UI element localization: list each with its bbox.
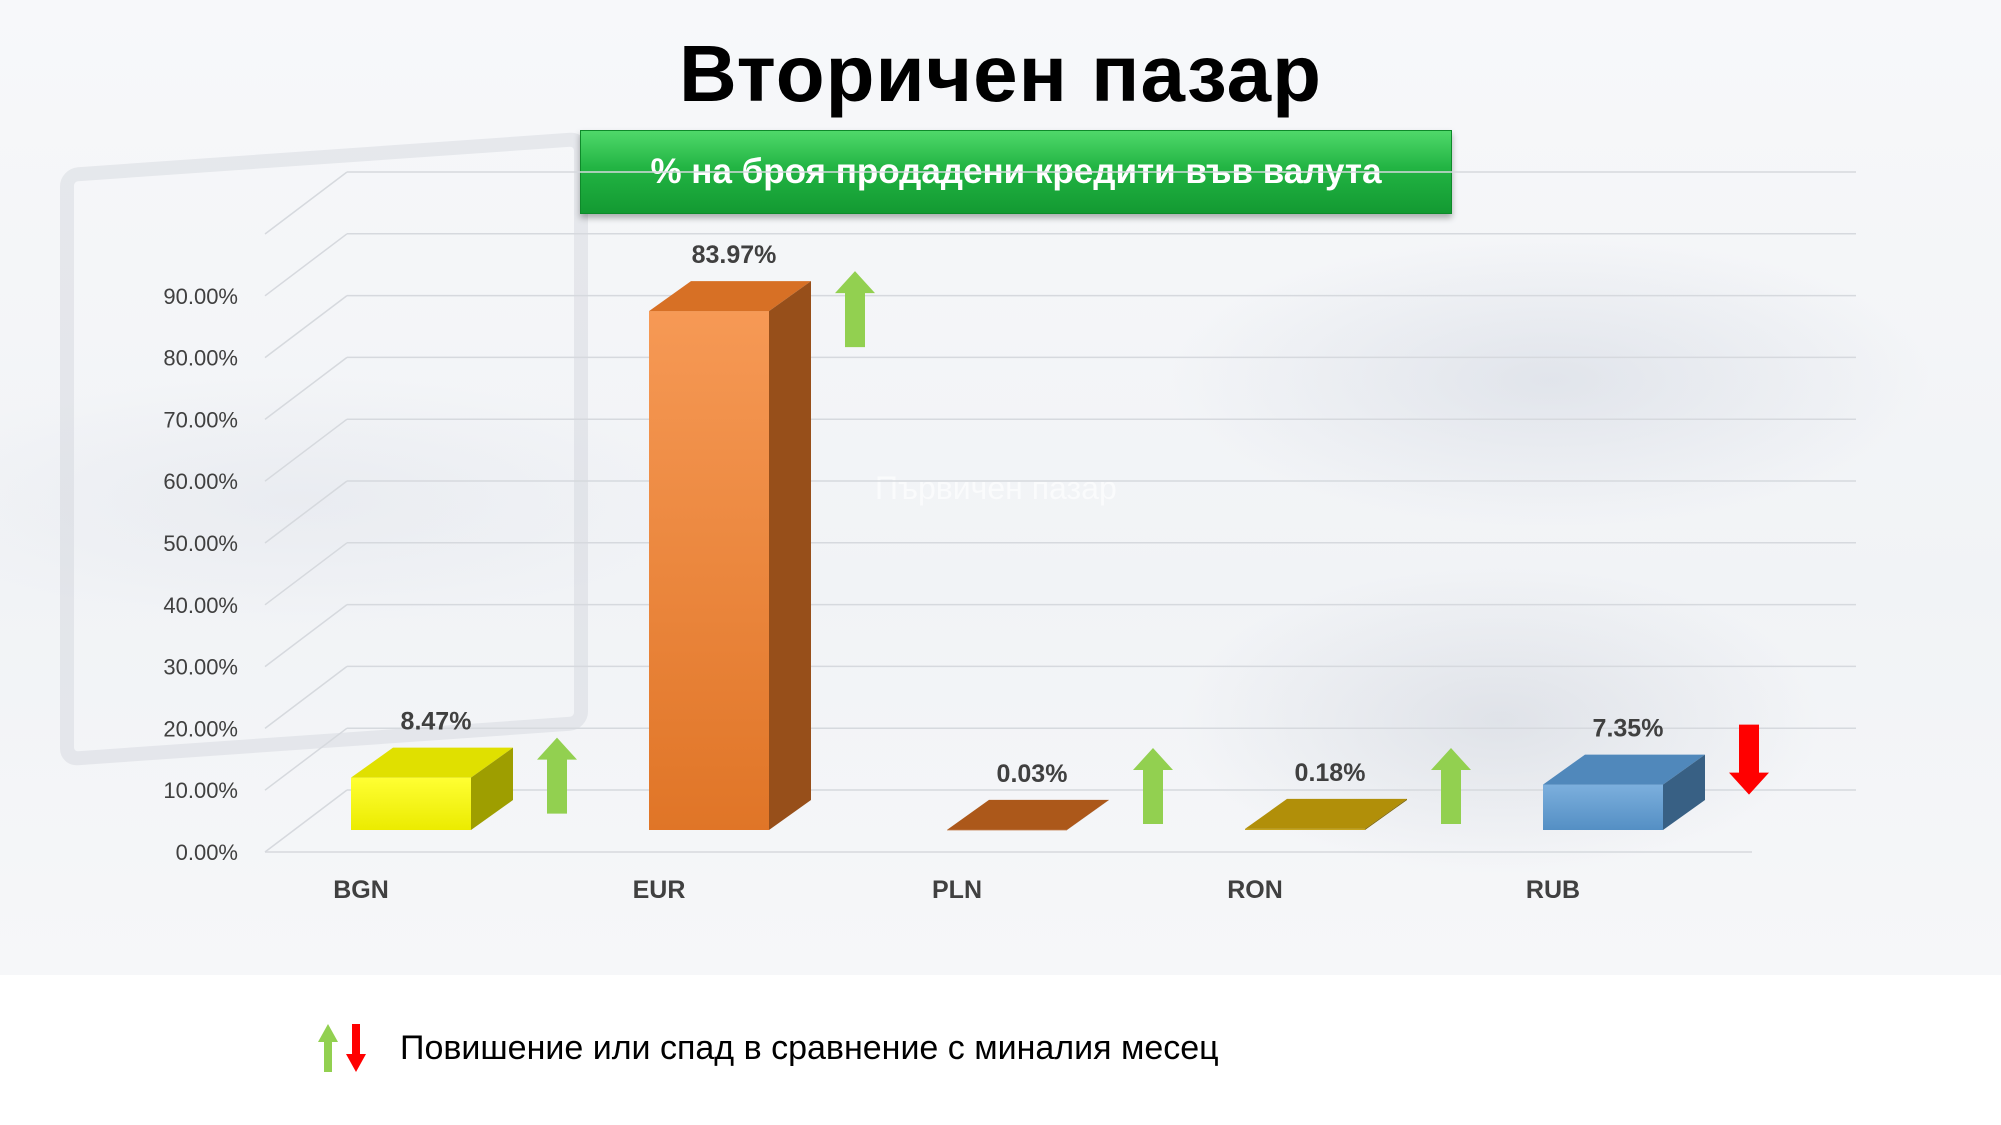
- bar-front-face: [1245, 828, 1365, 830]
- up-arrow-icon: [318, 1024, 338, 1072]
- arrow-shape: [1729, 724, 1769, 795]
- up-arrow-icon: [537, 737, 577, 814]
- y-tick-label: 40.00%: [163, 593, 238, 618]
- gridline-depth: [264, 604, 348, 668]
- x-axis-tick-labels: BGN EUR PLN RON RUB: [333, 876, 1580, 904]
- bar-rub: [1543, 754, 1705, 830]
- y-tick-label: 10.00%: [163, 778, 238, 803]
- data-label: 0.18%: [1295, 759, 1366, 787]
- gridline-depth: [264, 789, 348, 853]
- bar-front-face: [351, 777, 471, 830]
- data-label: 7.35%: [1593, 715, 1664, 743]
- x-tick-label: BGN: [333, 876, 389, 904]
- bar-front-face: [947, 829, 1067, 831]
- arrow-shape: [1133, 748, 1173, 824]
- arrow-shape: [537, 737, 577, 814]
- bar-front-face: [649, 311, 769, 830]
- gridline-depth: [264, 542, 348, 606]
- bar-ron: [1245, 798, 1407, 830]
- gridline-depth: [264, 418, 348, 482]
- y-tick-label: 0.00%: [176, 840, 238, 865]
- y-tick-label: 50.00%: [163, 531, 238, 556]
- gridline-depth: [264, 480, 348, 544]
- x-tick-label: RUB: [1526, 876, 1580, 904]
- x-tick-label: PLN: [932, 876, 982, 904]
- bar-side-face: [471, 747, 513, 830]
- data-labels: 8.47% 83.97% 0.03% 0.18% 7.35%: [401, 241, 1664, 788]
- gridline-depth: [264, 233, 348, 297]
- y-tick-label: 80.00%: [163, 346, 238, 371]
- page-title: Вторичен пазар: [678, 29, 1323, 118]
- gridline-depth: [264, 356, 348, 420]
- bar-side-face: [1365, 798, 1407, 830]
- trend-arrows: [537, 271, 1769, 824]
- x-tick-label: RON: [1227, 876, 1283, 904]
- arrow-shape: [1431, 748, 1471, 824]
- gridline-depth: [264, 171, 348, 235]
- bar-side-face: [1663, 754, 1705, 830]
- data-label: 0.03%: [997, 760, 1068, 788]
- bar-chart: 0.00% 10.00% 20.00% 30.00% 40.00% 50.00% 60.00…: [163, 171, 1856, 904]
- bar-top-face: [351, 747, 513, 778]
- data-label: 8.47%: [401, 708, 472, 736]
- y-tick-label: 70.00%: [163, 407, 238, 432]
- gridline-depth: [264, 295, 348, 359]
- down-arrow-icon: [346, 1024, 366, 1072]
- gridline-depth: [264, 665, 348, 729]
- legend-icons: [318, 1024, 366, 1072]
- up-arrow-icon: [1133, 748, 1173, 824]
- bar-front-face: [1543, 784, 1663, 830]
- bar-bgn: [351, 747, 513, 830]
- bar-side-face: [1067, 799, 1109, 830]
- x-tick-label: EUR: [633, 876, 686, 904]
- bar-top-face: [947, 799, 1109, 830]
- y-tick-label: 60.00%: [163, 469, 238, 494]
- bar-eur: [649, 281, 811, 830]
- arrow-shape: [835, 271, 875, 348]
- bar-top-face: [649, 281, 811, 312]
- legend: Повишение или спад в сравнение с миналия…: [312, 1020, 1219, 1076]
- y-tick-label: 30.00%: [163, 655, 238, 680]
- bar-top-face: [1245, 798, 1407, 829]
- up-arrow-icon: [1431, 748, 1471, 824]
- bars: [351, 281, 1705, 831]
- bar-side-face: [769, 281, 811, 830]
- bar-top-face: [1543, 754, 1705, 785]
- legend-label: Повишение или спад в сравнение с миналия…: [400, 1028, 1219, 1067]
- down-arrow-icon: [1729, 724, 1769, 795]
- up-arrow-icon: [835, 271, 875, 348]
- y-axis-tick-labels: 0.00% 10.00% 20.00% 30.00% 40.00% 50.00% 60.00…: [163, 284, 238, 865]
- bar-pln: [947, 799, 1109, 831]
- data-label: 83.97%: [692, 241, 777, 269]
- y-tick-label: 20.00%: [163, 716, 238, 741]
- y-tick-label: 90.00%: [163, 284, 238, 309]
- watermark-text: Първичен пазар: [875, 470, 1117, 506]
- gridline-depth: [264, 727, 348, 791]
